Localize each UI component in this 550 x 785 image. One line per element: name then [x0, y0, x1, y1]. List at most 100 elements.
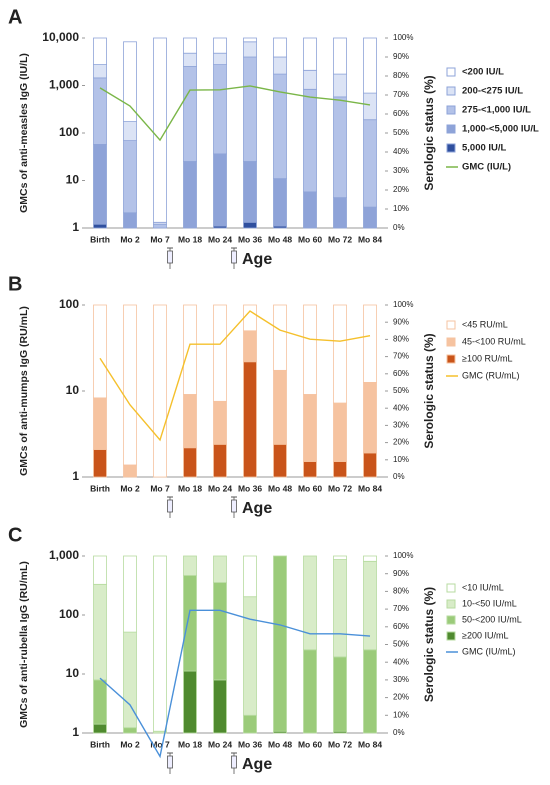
y-tick-label: 100 [59, 297, 79, 311]
bar-segment [123, 304, 137, 466]
x-tick-label: Mo 2 [120, 483, 140, 493]
bar-segment [183, 37, 197, 54]
y2-tick-label: 80% [393, 71, 409, 80]
x-tick-label: Mo 18 [178, 483, 202, 493]
legend-swatch [446, 615, 456, 625]
bar-segment [303, 461, 317, 478]
syringe-body [231, 499, 237, 513]
x-tick-label: Mo 7 [150, 234, 170, 244]
x-tick-label: Mo 72 [328, 234, 352, 244]
bar-segment [333, 656, 347, 732]
bar-segment [363, 649, 377, 734]
y2-tick-label: 100% [393, 300, 413, 309]
legend-swatch [446, 67, 456, 77]
bar-segment [213, 304, 227, 402]
bar-segment [213, 443, 227, 478]
bar-segment [303, 649, 317, 734]
bar-segment [333, 559, 347, 658]
bar-segment [93, 37, 107, 66]
bar-segment [333, 197, 347, 229]
x-tick-label: Mo 7 [150, 483, 170, 493]
x-tick-label: Mo 18 [178, 739, 202, 749]
y2-tick-label: 60% [393, 622, 409, 631]
bar-segment [333, 304, 347, 404]
bar-segment [183, 304, 197, 395]
syringe-body [167, 250, 173, 264]
x-tick-label: Mo 84 [358, 483, 382, 493]
bar-segment [243, 330, 257, 363]
gmc-line [99, 85, 371, 142]
y-tick-label: 1,000 [49, 548, 79, 562]
legend-label: 200-<275 IU/L [462, 86, 523, 97]
gmc-line [99, 310, 371, 442]
y2-tick-label: 40% [393, 147, 409, 156]
bar-segment [333, 555, 347, 560]
bar-segment [363, 452, 377, 478]
bar-segment [183, 555, 197, 576]
legend-swatch [446, 354, 456, 364]
bar-segment [93, 223, 107, 229]
x-tick-label: Mo 84 [358, 739, 382, 749]
bar-segment [243, 221, 257, 229]
x-tick-label: Mo 72 [328, 483, 352, 493]
y2-tick-label: 50% [393, 640, 409, 649]
bar-segment [333, 37, 347, 75]
bar-segment [183, 447, 197, 478]
x-tick-label: Mo 60 [298, 234, 322, 244]
x-tick-label: Mo 60 [298, 739, 322, 749]
bar-segment [213, 679, 227, 734]
y2-tick-label: 50% [393, 386, 409, 395]
bar-segment [183, 66, 197, 162]
bar-segment [333, 96, 347, 198]
x-tick-label: Mo 24 [208, 739, 232, 749]
y2-tick-label: 20% [393, 438, 409, 447]
x-tick-label: Mo 2 [120, 234, 140, 244]
bar-segment [93, 449, 107, 478]
x-tick-label: Birth [90, 483, 110, 493]
y2-tick-label: 50% [393, 128, 409, 137]
y2-tick-label: 100% [393, 33, 413, 42]
x-tick-label: Mo 24 [208, 483, 232, 493]
y2-tick-label: 10% [393, 710, 409, 719]
x-tick-label: Mo 36 [238, 234, 262, 244]
legend-label: ≥200 IU/mL [462, 630, 508, 640]
bar-segment [303, 88, 317, 193]
legend-swatch [446, 631, 456, 641]
legend-label: 1,000-<5,000 IU/L [462, 124, 539, 135]
y2-tick-label: 100% [393, 551, 413, 560]
bar-segment [243, 304, 257, 332]
y2-tick-label: 70% [393, 90, 409, 99]
bar-segment [213, 582, 227, 681]
y2-axis-title: Serologic status (%) [422, 333, 436, 448]
y-tick-label: 10,000 [42, 30, 79, 44]
y-tick-label: 1 [72, 725, 79, 739]
bar-segment [213, 153, 227, 227]
y2-tick-label: 0% [393, 728, 405, 737]
bar-segment [183, 575, 197, 672]
y-tick-label: 10 [66, 666, 80, 680]
bar-segment [93, 143, 107, 225]
legend-label: 45-<100 RU/mL [462, 336, 526, 346]
legend-swatch [446, 143, 456, 153]
x-tick-label: Mo 24 [208, 234, 232, 244]
x-tick-label: Mo 84 [358, 234, 382, 244]
bar-segment [93, 679, 107, 725]
syringe-icon [231, 496, 237, 518]
y2-tick-label: 90% [393, 317, 409, 326]
legend-label: <10 IU/mL [462, 582, 504, 592]
legend-swatch [446, 337, 456, 347]
x-axis-title: Age [242, 756, 272, 773]
y2-tick-label: 0% [393, 472, 405, 481]
bar-segment [273, 304, 287, 371]
bar-segment [333, 73, 347, 98]
y-axis-title: GMCs of anti-mumps IgG (RU/mL) [18, 306, 30, 476]
bar-segment [273, 369, 287, 445]
y2-tick-label: 40% [393, 657, 409, 666]
bar-segment [93, 555, 107, 585]
y2-tick-label: 70% [393, 352, 409, 361]
x-tick-label: Mo 18 [178, 234, 202, 244]
legend-label: 50-<200 IU/mL [462, 614, 522, 624]
x-tick-label: Mo 48 [268, 234, 292, 244]
bar-segment [183, 161, 197, 229]
bar-segment [213, 52, 227, 66]
